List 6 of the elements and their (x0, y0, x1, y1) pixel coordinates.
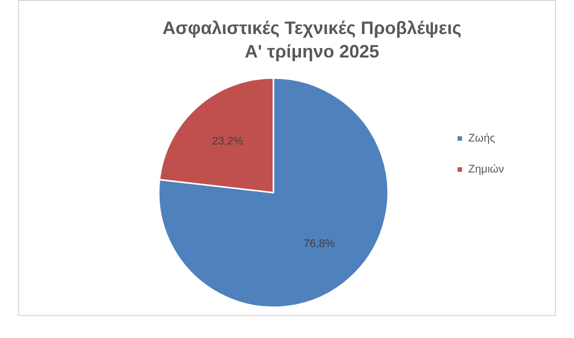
legend-label: Ζημιών (468, 164, 504, 176)
data-label: 76,8% (304, 238, 336, 250)
data-label: 23,2% (212, 135, 244, 148)
chart-title: Ασφαλιστικές Τεχνικές Προβλέψεις (162, 18, 462, 38)
chart-subtitle: Α' τρίμηνο 2025 (244, 41, 380, 62)
legend-label: Ζωής (468, 132, 496, 145)
